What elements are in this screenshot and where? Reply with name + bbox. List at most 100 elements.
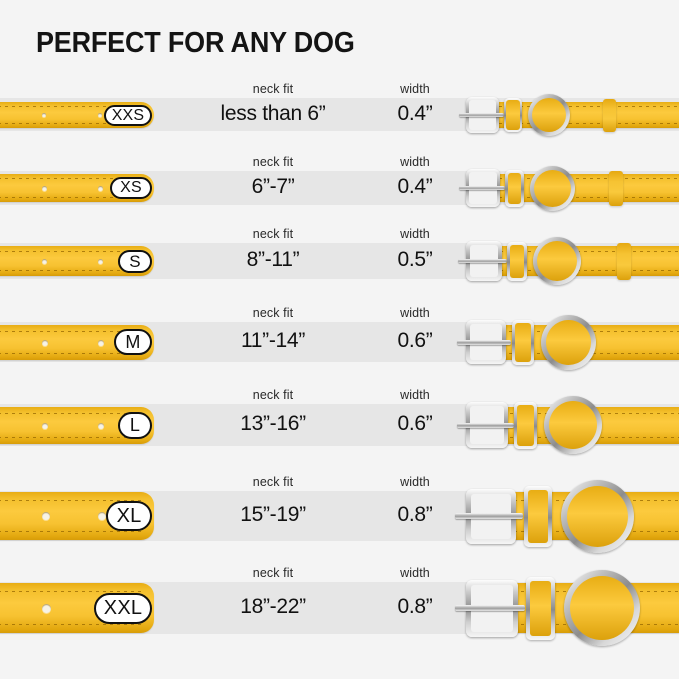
width-value: 0.4” [397,102,433,125]
keeper-loop [512,320,534,365]
d-ring-aperture [549,401,597,449]
size-badge-l[interactable]: L [118,412,152,439]
stitch-line-bottom [0,624,145,625]
size-badge-label: M [125,332,141,352]
buckle-prong [455,605,525,611]
d-ring [530,166,575,211]
neck-fit-value: less than 6” [220,102,326,125]
stitch-line-bottom [485,123,679,124]
keeper-aperture [510,245,524,278]
size-badge-label: XL [116,505,142,527]
keeper-loop [507,242,527,281]
stitch-line-top [486,251,679,252]
keeper-loop [526,577,555,640]
d-ring-aperture [537,241,577,281]
strap-punch-hole [42,259,47,264]
strap-punch-hole [98,259,103,264]
d-ring-aperture [567,486,628,547]
size-badge-m[interactable]: M [114,329,152,355]
d-ring-aperture [570,576,634,640]
strap-punch-hole [42,423,48,429]
buckle-prong [457,423,514,428]
neck-fit-header: neck fit [252,82,294,96]
strap-punch-hole [98,186,103,191]
stitch-line-bottom [0,197,145,198]
keeper-aperture [508,173,521,204]
stitch-line-bottom [0,353,145,354]
neck-fit-value: 18”-22” [240,595,306,618]
keeper-aperture [515,323,531,362]
width-value: 0.6” [397,412,433,435]
d-ring [533,237,581,285]
neck-fit-value: 11”-14” [240,329,306,352]
stitch-line-bottom [0,123,145,124]
d-ring-aperture [532,98,566,132]
strap-punch-hole [98,512,106,520]
strap-punch-hole [42,113,46,117]
width-header: width [400,306,430,320]
stitch-line-top [0,251,145,252]
keeper-loop [505,170,524,207]
width-header: width [400,155,430,169]
stitch-line-top [485,178,679,179]
d-ring [544,396,602,454]
strap-punch-hole [98,423,104,429]
size-badge-xl[interactable]: XL [106,501,152,531]
width-header: width [400,566,430,580]
neck-fit-header: neck fit [252,306,294,320]
stitch-line-top [0,500,145,501]
width-header: width [400,388,430,402]
stitch-line-top [0,178,145,179]
stitch-line-top [0,331,145,332]
strap-retaining-loop [609,171,623,206]
d-ring [541,315,596,370]
size-badge-label: XXS [111,107,145,124]
keeper-loop [514,402,537,449]
strap-punch-hole [98,340,104,346]
stitch-line-bottom [485,197,679,198]
width-value: 0.6” [397,329,433,352]
neck-fit-header: neck fit [252,155,294,169]
buckle-prong [459,113,504,117]
width-value: 0.8” [397,595,433,618]
keeper-aperture [517,405,534,446]
neck-fit-header: neck fit [252,227,294,241]
buckle-prong [455,513,523,519]
size-badge-label: S [129,252,141,271]
size-badge-xxl[interactable]: XXL [94,593,152,624]
buckle-prong [458,259,507,263]
page-title: PERFECT FOR ANY DOG [36,27,355,59]
size-badge-label: L [129,415,141,435]
neck-fit-value: 13”-16” [240,412,306,435]
stitch-line-top [0,591,145,592]
size-badge-s[interactable]: S [118,250,152,273]
width-value: 0.5” [397,248,433,271]
keeper-loop [524,486,552,547]
size-badge-xxs[interactable]: XXS [104,105,152,126]
d-ring-aperture [546,320,591,365]
neck-fit-header: neck fit [252,388,294,402]
width-value: 0.4” [397,175,433,198]
stitch-line-bottom [486,270,679,271]
width-header: width [400,82,430,96]
neck-fit-value: 6”-7” [251,175,295,198]
neck-fit-value: 8”-11” [246,248,300,271]
keeper-loop [504,98,522,132]
stitch-line-bottom [0,437,145,438]
strap-punch-hole [42,604,51,613]
size-badge-label: XXL [103,597,143,619]
strap-punch-hole [42,340,48,346]
size-badge-xs[interactable]: XS [110,177,152,199]
d-ring-aperture [534,170,571,207]
stitch-line-bottom [0,531,145,532]
strap-punch-hole [42,186,47,191]
width-value: 0.8” [397,503,433,526]
